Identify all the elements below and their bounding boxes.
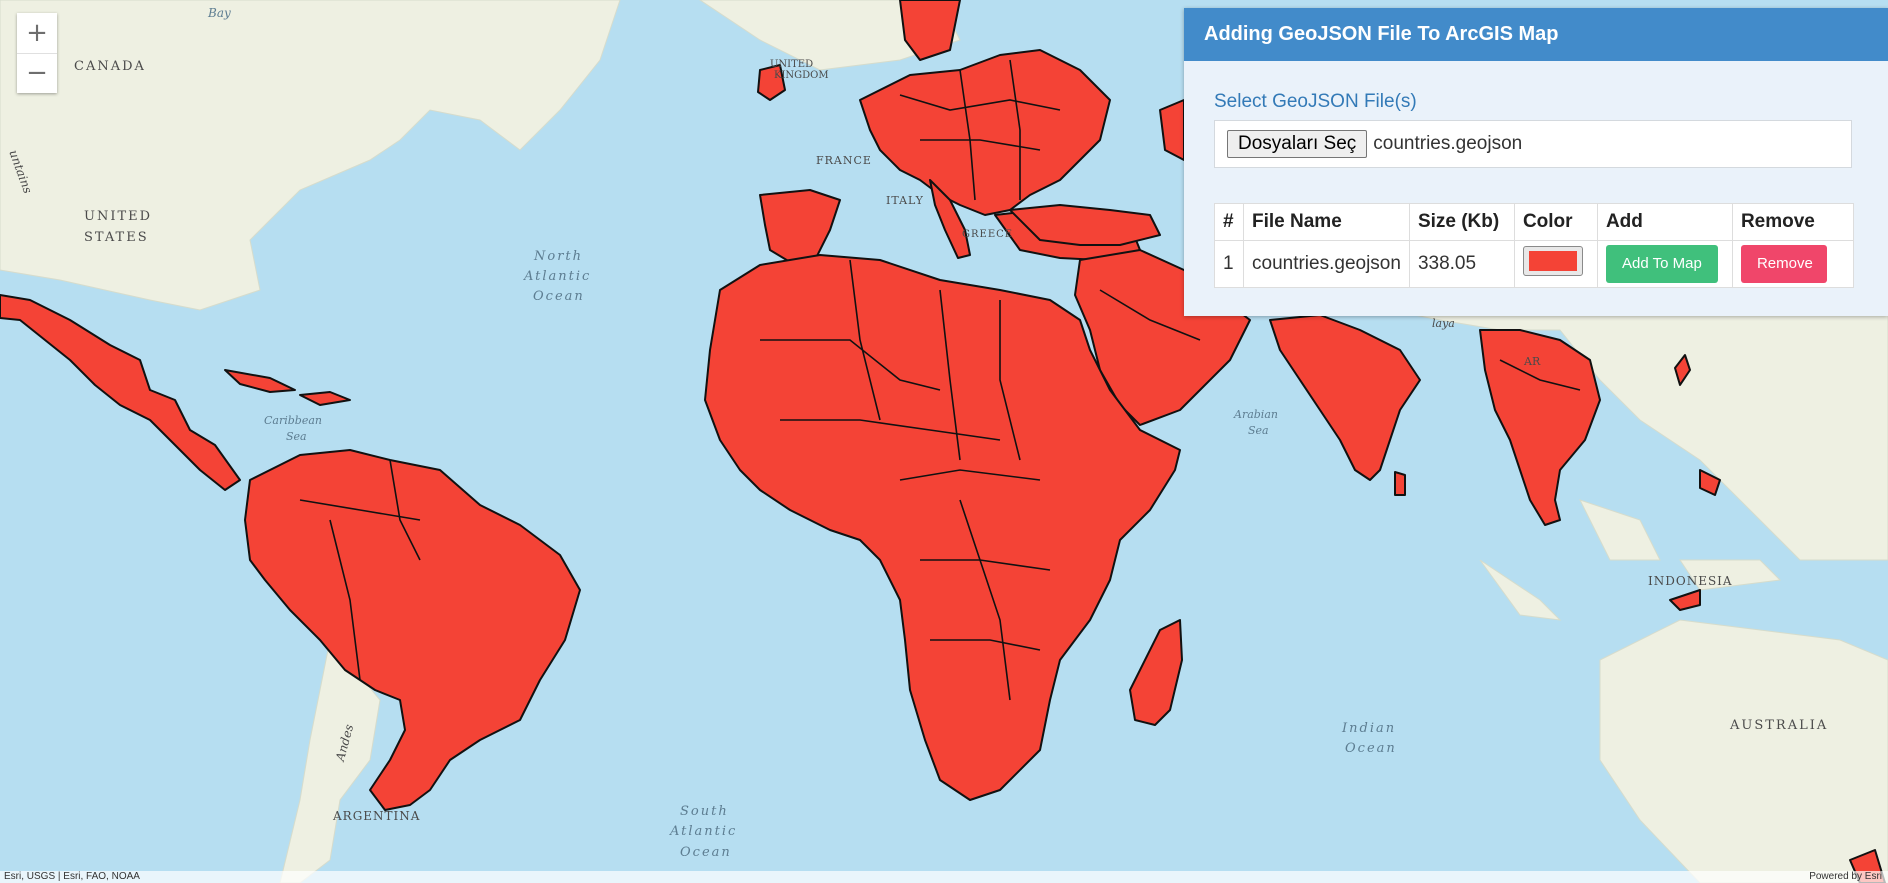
zoom-control: + − bbox=[17, 13, 57, 93]
map-label-arabian-2: Sea bbox=[1248, 424, 1269, 437]
map-label-north-atlantic: North bbox=[533, 249, 583, 264]
selected-file-name: countries.geojson bbox=[1373, 133, 1523, 154]
map-label-north-atlantic-2: Atlantic bbox=[523, 269, 591, 284]
map-label-himalaya-fragment: laya bbox=[1432, 317, 1455, 330]
country-borders bbox=[299, 59, 1581, 701]
map-label-south-atlantic: South bbox=[680, 804, 729, 819]
map-label-south-atlantic-2: Atlantic bbox=[669, 824, 737, 839]
row-file-name: countries.geojson bbox=[1243, 240, 1410, 288]
map-label-indian-ocean: Indian bbox=[1341, 721, 1396, 736]
map-label-france: FRANCE bbox=[816, 154, 872, 167]
color-swatch bbox=[1528, 251, 1577, 271]
minus-icon: − bbox=[26, 58, 48, 89]
plus-icon: + bbox=[26, 17, 48, 48]
zoom-out-button[interactable]: − bbox=[17, 52, 57, 94]
map-label-myanmar-fragment: AR bbox=[1523, 355, 1541, 368]
map-label-indian-ocean-2: Ocean bbox=[1345, 741, 1397, 756]
map-label-canada: CANADA bbox=[74, 59, 146, 74]
map-label-united-kingdom: UNITED bbox=[770, 59, 813, 70]
map-label-argentina: ARGENTINA bbox=[332, 809, 420, 823]
row-size: 338.05 bbox=[1408, 240, 1515, 288]
remove-button[interactable]: Remove bbox=[1740, 245, 1827, 283]
map-label-united-states: UNITED bbox=[84, 209, 152, 224]
select-files-label: Select GeoJSON File(s) bbox=[1214, 91, 1417, 112]
table-header-row: # File Name Size (Kb) Color Add Remove bbox=[1214, 203, 1855, 241]
header-size: Size (Kb) bbox=[1408, 203, 1515, 241]
panel-title: Adding GeoJSON File To ArcGIS Map bbox=[1184, 8, 1888, 61]
map-attribution: Esri, USGS | Esri, FAO, NOAA Powered by … bbox=[0, 871, 1888, 883]
map-label-south-atlantic-3: Ocean bbox=[680, 845, 732, 860]
header-file-name: File Name bbox=[1243, 203, 1410, 241]
files-table: # File Name Size (Kb) Color Add Remove 1… bbox=[1214, 203, 1855, 288]
map-label-australia: AUSTRALIA bbox=[1729, 718, 1828, 733]
row-index: 1 bbox=[1214, 240, 1244, 288]
header-remove: Remove bbox=[1731, 203, 1855, 241]
row-remove-cell: Remove bbox=[1731, 240, 1855, 288]
map-label-bay: Bay bbox=[207, 6, 231, 20]
map-label-north-atlantic-3: Ocean bbox=[533, 289, 585, 304]
add-to-map-button[interactable]: Add To Map bbox=[1605, 245, 1718, 283]
color-picker[interactable] bbox=[1522, 246, 1583, 276]
header-add: Add bbox=[1596, 203, 1733, 241]
zoom-in-button[interactable]: + bbox=[17, 13, 57, 53]
geojson-panel: Adding GeoJSON File To ArcGIS Map Select… bbox=[1184, 8, 1888, 316]
attribution-text: Esri, USGS | Esri, FAO, NOAA bbox=[4, 871, 140, 882]
map-label-indonesia: INDONESIA bbox=[1648, 574, 1733, 588]
file-input[interactable]: Dosyaları Seç countries.geojson bbox=[1214, 120, 1852, 168]
map-label-united-kingdom-2: KINGDOM bbox=[774, 70, 829, 81]
powered-by[interactable]: Powered by Esri bbox=[1809, 871, 1882, 882]
table-row: 1 countries.geojson 338.05 Add To Map Re… bbox=[1214, 240, 1855, 288]
map-label-italy: ITALY bbox=[886, 194, 924, 207]
row-color-cell bbox=[1513, 240, 1598, 288]
header-color: Color bbox=[1513, 203, 1598, 241]
map-label-united-states-2: STATES bbox=[84, 230, 149, 245]
row-add-cell: Add To Map bbox=[1596, 240, 1733, 288]
choose-files-button[interactable]: Dosyaları Seç bbox=[1227, 130, 1368, 158]
map-label-caribbean-2: Sea bbox=[286, 430, 307, 443]
map-label-caribbean: Caribbean bbox=[264, 414, 322, 427]
header-index: # bbox=[1214, 203, 1244, 241]
map-label-arabian: Arabian bbox=[1233, 408, 1278, 421]
map-label-greece: GREECE bbox=[962, 229, 1013, 240]
